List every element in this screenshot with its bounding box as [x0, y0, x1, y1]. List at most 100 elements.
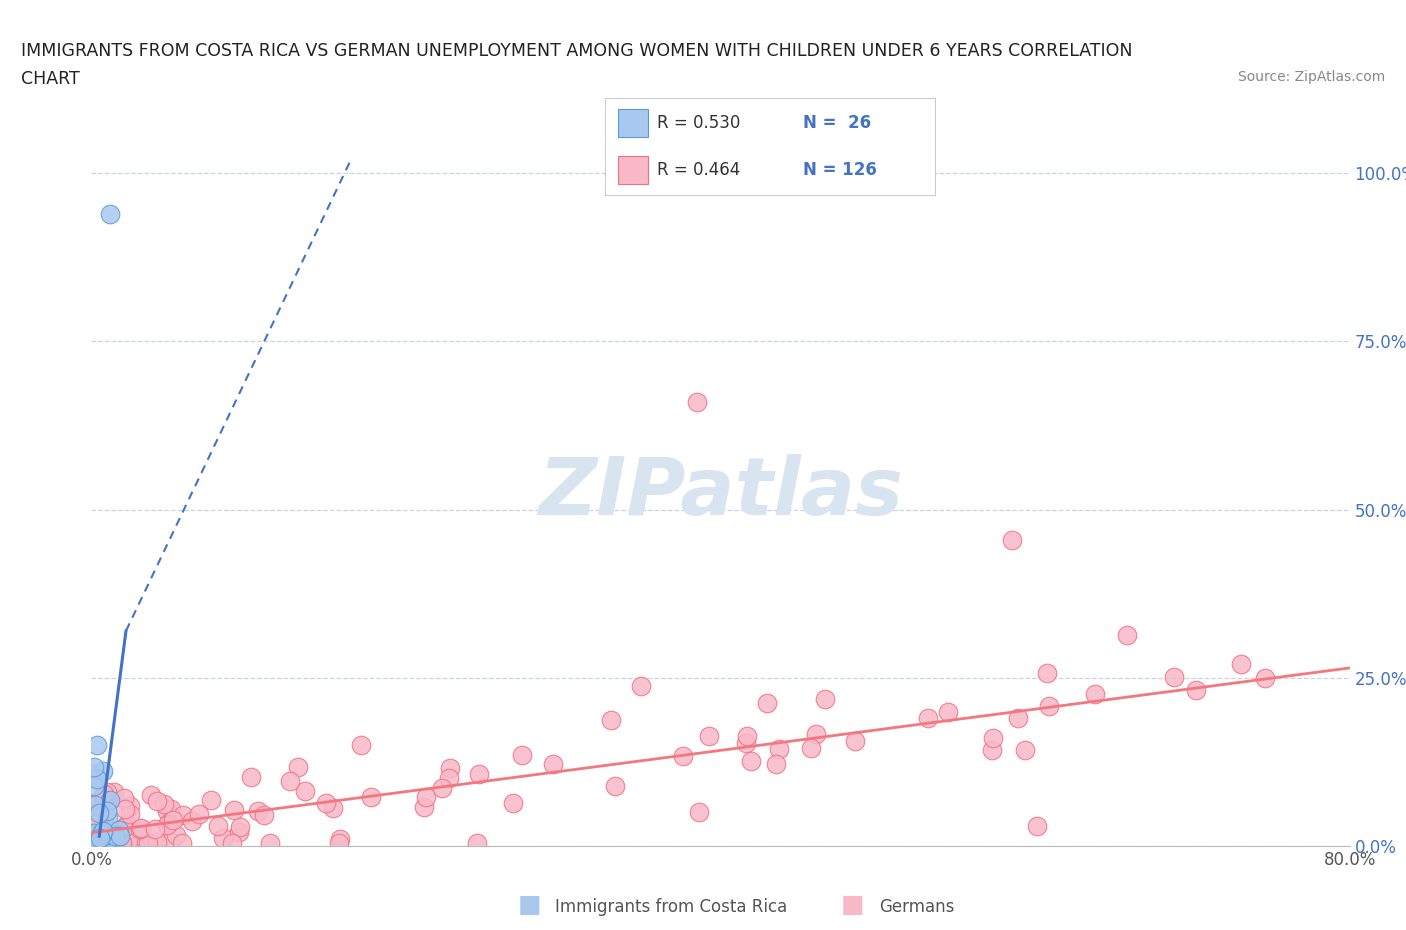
Text: ZIPatlas: ZIPatlas	[538, 454, 903, 532]
Point	[686, 394, 709, 409]
Point	[82, 815, 104, 830]
Point	[162, 813, 184, 828]
Point	[91, 824, 114, 839]
Point	[96, 794, 118, 809]
Point	[82, 835, 104, 850]
Point	[105, 835, 128, 850]
Point	[107, 823, 129, 838]
Point	[118, 798, 141, 813]
Point	[131, 820, 153, 835]
Point	[115, 817, 138, 831]
Point	[87, 835, 110, 850]
Point	[91, 764, 114, 778]
Point	[143, 821, 166, 836]
Point	[804, 726, 827, 741]
Point	[541, 756, 564, 771]
Point	[415, 790, 437, 804]
Point	[89, 830, 111, 845]
Point	[83, 798, 105, 813]
Point	[82, 835, 104, 850]
Point	[96, 792, 118, 807]
Point	[1163, 669, 1185, 684]
Text: N =  26: N = 26	[803, 114, 870, 132]
Point	[1036, 666, 1059, 681]
Point	[187, 806, 209, 821]
Point	[91, 824, 114, 839]
Point	[82, 835, 104, 850]
Point	[228, 824, 250, 839]
Text: Source: ZipAtlas.com: Source: ZipAtlas.com	[1237, 70, 1385, 84]
Point	[1254, 671, 1277, 685]
Point	[91, 835, 114, 850]
Point	[737, 729, 759, 744]
Point	[93, 831, 115, 846]
Point	[278, 774, 301, 789]
Point	[1000, 533, 1022, 548]
Point	[1230, 657, 1253, 671]
Point	[814, 692, 837, 707]
Point	[86, 737, 108, 752]
Point	[103, 784, 125, 799]
Point	[91, 823, 114, 838]
Point	[111, 835, 134, 850]
Point	[322, 801, 344, 816]
Point	[135, 835, 157, 850]
Point	[83, 760, 105, 775]
Text: Immigrants from Costa Rica: Immigrants from Costa Rica	[555, 897, 787, 916]
Point	[207, 818, 229, 833]
Point	[96, 819, 118, 834]
Point	[468, 766, 491, 781]
Point	[86, 835, 108, 850]
Point	[104, 829, 127, 844]
Point	[917, 711, 939, 725]
Point	[315, 796, 337, 811]
Text: ■: ■	[517, 893, 541, 917]
Point	[510, 748, 533, 763]
Point	[1026, 818, 1049, 833]
Point	[83, 835, 105, 850]
Point	[156, 817, 179, 832]
Point	[697, 729, 720, 744]
Point	[86, 795, 108, 810]
Point	[688, 804, 710, 819]
Point	[97, 828, 120, 843]
Point	[111, 835, 134, 850]
Point	[239, 770, 262, 785]
Point	[94, 835, 117, 850]
Point	[98, 792, 121, 807]
Point	[98, 822, 121, 837]
Point	[152, 796, 174, 811]
Point	[172, 807, 194, 822]
Point	[502, 796, 524, 811]
Point	[981, 743, 1004, 758]
Point	[287, 760, 309, 775]
Point	[114, 819, 136, 834]
Point	[139, 788, 162, 803]
Point	[413, 800, 436, 815]
Point	[603, 778, 626, 793]
Point	[350, 737, 373, 752]
Point	[145, 793, 167, 808]
Point	[145, 834, 167, 849]
Point	[756, 695, 779, 710]
Point	[1007, 711, 1029, 725]
Point	[112, 790, 135, 805]
Point	[181, 814, 204, 829]
Point	[735, 736, 758, 751]
Point	[97, 834, 120, 849]
Text: Germans: Germans	[879, 897, 955, 916]
Point	[981, 730, 1004, 745]
Point	[172, 835, 194, 850]
Text: IMMIGRANTS FROM COSTA RICA VS GERMAN UNEMPLOYMENT AMONG WOMEN WITH CHILDREN UNDE: IMMIGRANTS FROM COSTA RICA VS GERMAN UNE…	[21, 42, 1133, 60]
Point	[83, 826, 105, 841]
Point	[120, 806, 142, 821]
Point	[138, 835, 160, 850]
Point	[212, 830, 235, 845]
Point	[200, 792, 222, 807]
Point	[740, 753, 762, 768]
Point	[1084, 686, 1107, 701]
Point	[104, 835, 127, 850]
Point	[765, 756, 787, 771]
Point	[97, 811, 120, 826]
Point	[96, 804, 118, 818]
